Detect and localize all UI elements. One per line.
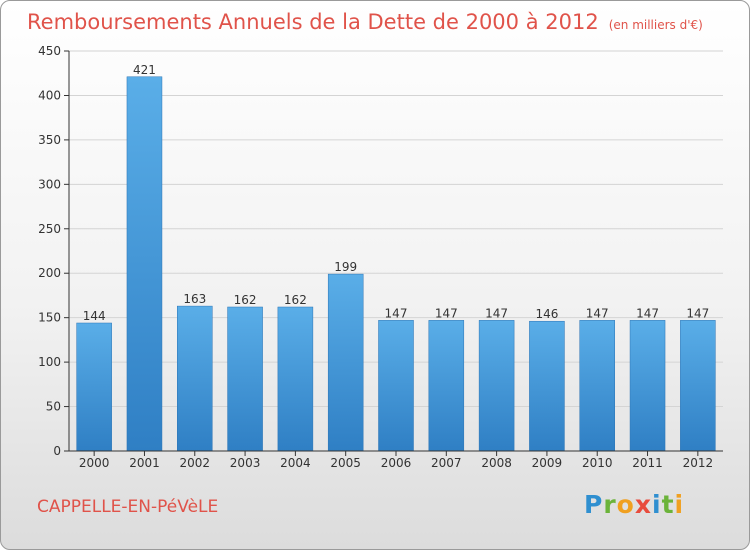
bar <box>76 322 112 452</box>
bar <box>629 320 666 452</box>
y-tick-label: 200 <box>38 266 61 280</box>
commune-name: CAPPELLE-EN-PéVèLE <box>37 497 219 517</box>
y-tick-label: 450 <box>38 44 61 58</box>
x-tick-label: 2006 <box>381 456 412 470</box>
bar <box>177 305 213 452</box>
x-tick-label: 2007 <box>431 456 462 470</box>
bar-value-label: 147 <box>586 306 609 320</box>
bar-value-label: 146 <box>535 307 558 321</box>
bars <box>76 76 716 452</box>
y-tick-label: 350 <box>38 133 61 147</box>
bar-value-label: 162 <box>284 293 307 307</box>
labels: 0 50 100 150 200 250 300 350 400 450 144 2000 421 200… <box>38 44 713 470</box>
y-tick-label: 0 <box>53 444 61 458</box>
x-tick-label: 2002 <box>179 456 210 470</box>
x-tick-label: 2012 <box>683 456 714 470</box>
bar-value-label: 421 <box>133 63 156 77</box>
y-tick-label: 250 <box>38 222 61 236</box>
bar <box>529 320 565 452</box>
bar-value-label: 163 <box>183 292 206 306</box>
chart-subtitle: (en milliers d'€) <box>608 18 703 32</box>
bar <box>227 306 263 452</box>
bar <box>478 320 515 452</box>
chart-title: Remboursements Annuels de la Dette de 20… <box>27 7 703 40</box>
bar <box>378 320 414 452</box>
axes <box>64 50 723 456</box>
bar <box>428 320 465 452</box>
bar <box>327 273 364 452</box>
bar-value-label: 147 <box>385 306 408 320</box>
bar-value-label: 147 <box>435 306 458 320</box>
bar-value-label: 147 <box>686 306 709 320</box>
x-tick-label: 2005 <box>330 456 361 470</box>
bar <box>126 76 163 452</box>
y-tick-label: 300 <box>38 177 61 191</box>
bar-value-label: 144 <box>83 309 106 323</box>
x-tick-label: 2003 <box>230 456 261 470</box>
bar-value-label: 147 <box>485 306 508 320</box>
y-tick-label: 150 <box>38 311 61 325</box>
proxiti-logo[interactable]: Proxiti <box>584 490 685 519</box>
x-tick-label: 2011 <box>632 456 663 470</box>
y-tick-label: 400 <box>38 88 61 102</box>
x-tick-label: 2000 <box>79 456 110 470</box>
x-tick-label: 2008 <box>481 456 512 470</box>
bar-value-label: 147 <box>636 306 659 320</box>
x-tick-label: 2004 <box>280 456 311 470</box>
bar <box>277 306 314 452</box>
x-tick-label: 2001 <box>129 456 160 470</box>
y-tick-label: 100 <box>38 355 61 369</box>
bar-value-label: 199 <box>334 260 357 274</box>
bar <box>579 320 615 452</box>
bar <box>680 320 716 452</box>
x-tick-label: 2009 <box>532 456 563 470</box>
x-tick-label: 2010 <box>582 456 613 470</box>
y-tick-label: 50 <box>46 400 61 414</box>
bar-value-label: 162 <box>234 293 257 307</box>
chart-title-text: Remboursements Annuels de la Dette de 20… <box>27 10 599 34</box>
